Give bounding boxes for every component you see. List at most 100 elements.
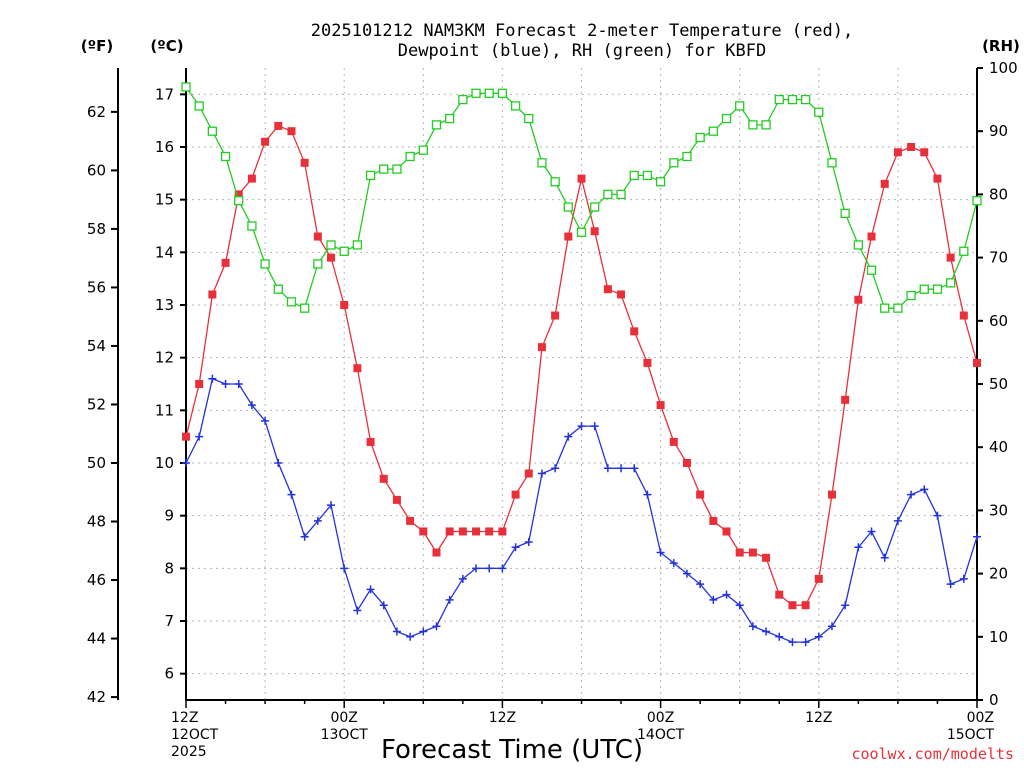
series-1-point-28 xyxy=(551,464,560,473)
rh-tick-label-30: 30 xyxy=(989,501,1008,519)
series-0-point-1 xyxy=(195,380,204,388)
series-2-point-38 xyxy=(682,151,692,162)
rh-unit-label: (RH) xyxy=(982,37,1020,55)
celsius-tick-label-13: 13 xyxy=(155,296,174,314)
chart-title-line-1: 2025101212 NAM3KM Forecast 2-meter Tempe… xyxy=(311,21,853,41)
x-tick-label-4: 12Z xyxy=(805,710,832,726)
series-0-point-10 xyxy=(313,232,322,241)
series-2-point-10 xyxy=(313,259,323,269)
series-0-point-40 xyxy=(709,516,718,525)
series-0-point-27 xyxy=(537,343,546,352)
series-1-point-47 xyxy=(801,638,810,647)
fahrenheit-tick-label-62: 62 xyxy=(87,103,106,121)
series-2-point-15 xyxy=(379,164,389,174)
series-0-point-39 xyxy=(696,490,705,499)
series-1-point-52 xyxy=(867,527,876,536)
x-tick-date-1: 13OCT xyxy=(321,727,369,743)
series-line-2 xyxy=(185,86,978,310)
series-2-point-19 xyxy=(431,120,442,130)
series-2-point-36 xyxy=(655,177,666,187)
rh-tick-label-90: 90 xyxy=(989,122,1008,140)
series-2-point-9 xyxy=(299,303,310,313)
celsius-tick-label-17: 17 xyxy=(155,85,174,103)
series-1-point-9 xyxy=(300,532,309,541)
series-0-point-32 xyxy=(603,285,612,294)
series-0-point-54 xyxy=(893,148,902,157)
data-series xyxy=(181,82,982,647)
series-0-point-50 xyxy=(841,395,850,404)
series-0-point-43 xyxy=(748,548,757,557)
series-2-point-46 xyxy=(787,94,798,105)
series-2-point-28 xyxy=(550,177,560,187)
axes: 42 44 46 48 50 52 54 56 58 60 62 6 7 8 9 10 11 12 13 14 15 16… xyxy=(87,59,1018,760)
series-1-point-24 xyxy=(498,564,507,573)
series-1-point-18 xyxy=(419,627,428,636)
chart-title-line-2: Dewpoint (blue), RH (green) for KBFD xyxy=(398,41,766,61)
fahrenheit-tick-label-58: 58 xyxy=(87,220,106,238)
series-2-point-33 xyxy=(616,189,626,200)
series-1-point-2 xyxy=(208,374,217,383)
series-1-point-44 xyxy=(762,627,771,636)
rh-tick-label-60: 60 xyxy=(989,312,1008,330)
series-0-point-8 xyxy=(287,127,296,136)
rh-tick-label-80: 80 xyxy=(989,185,1008,203)
series-0-point-37 xyxy=(669,437,678,446)
series-2-point-32 xyxy=(603,189,613,200)
series-1-point-17 xyxy=(406,632,415,641)
series-0-point-26 xyxy=(524,469,533,478)
series-0-point-46 xyxy=(788,601,797,610)
celsius-tick-label-7: 7 xyxy=(164,612,174,630)
series-2-point-20 xyxy=(445,113,455,124)
celsius-tick-label-11: 11 xyxy=(155,401,174,419)
series-0-point-30 xyxy=(577,174,586,183)
series-1-point-12 xyxy=(340,564,349,573)
celsius-tick-label-15: 15 xyxy=(155,191,174,209)
rh-tick-label-10: 10 xyxy=(989,628,1008,646)
series-1-point-0 xyxy=(182,459,190,467)
series-2-point-44 xyxy=(761,120,771,130)
series-2-point-12 xyxy=(339,246,349,256)
series-1-point-54 xyxy=(893,516,902,525)
series-2-point-5 xyxy=(247,221,257,231)
series-2-point-35 xyxy=(642,170,653,181)
series-0-point-42 xyxy=(735,548,744,557)
series-1-point-49 xyxy=(827,622,836,631)
series-2-point-31 xyxy=(590,202,600,212)
series-0-point-14 xyxy=(366,437,375,446)
celsius-tick-label-6: 6 xyxy=(164,665,174,683)
series-1-point-7 xyxy=(274,459,283,467)
series-1-point-22 xyxy=(472,564,481,573)
series-0-point-21 xyxy=(458,527,467,536)
series-0-point-7 xyxy=(274,121,283,130)
series-0-point-17 xyxy=(406,516,415,525)
series-0-point-11 xyxy=(327,253,336,262)
series-2-point-4 xyxy=(234,196,244,206)
series-1-point-1 xyxy=(195,432,204,441)
series-1-point-4 xyxy=(234,380,243,388)
series-1-point-33 xyxy=(617,464,626,473)
celsius-tick-label-9: 9 xyxy=(164,507,174,525)
series-2-point-49 xyxy=(827,158,837,168)
series-1-point-6 xyxy=(261,416,270,425)
fahrenheit-tick-label-48: 48 xyxy=(87,513,106,531)
series-0-point-9 xyxy=(300,158,309,167)
series-1-point-13 xyxy=(353,606,362,615)
series-1-point-19 xyxy=(432,622,441,631)
x-tick-label-2: 12Z xyxy=(489,710,516,726)
series-2-point-24 xyxy=(497,88,508,98)
series-2-point-23 xyxy=(484,88,494,98)
series-2-point-27 xyxy=(537,158,547,168)
series-1-point-59 xyxy=(959,574,968,583)
rh-tick-label-70: 70 xyxy=(989,249,1008,267)
series-1-point-60 xyxy=(973,532,981,541)
series-1-point-42 xyxy=(735,601,744,610)
series-1-point-29 xyxy=(564,432,573,441)
series-1-point-8 xyxy=(287,490,296,499)
celsius-tick-label-16: 16 xyxy=(155,138,174,156)
series-0-point-25 xyxy=(511,490,520,499)
series-0-point-53 xyxy=(880,179,889,188)
series-1-point-41 xyxy=(722,590,731,599)
series-2-point-54 xyxy=(893,303,903,313)
series-2-point-30 xyxy=(576,227,587,237)
rh-tick-label-0: 0 xyxy=(989,691,999,709)
